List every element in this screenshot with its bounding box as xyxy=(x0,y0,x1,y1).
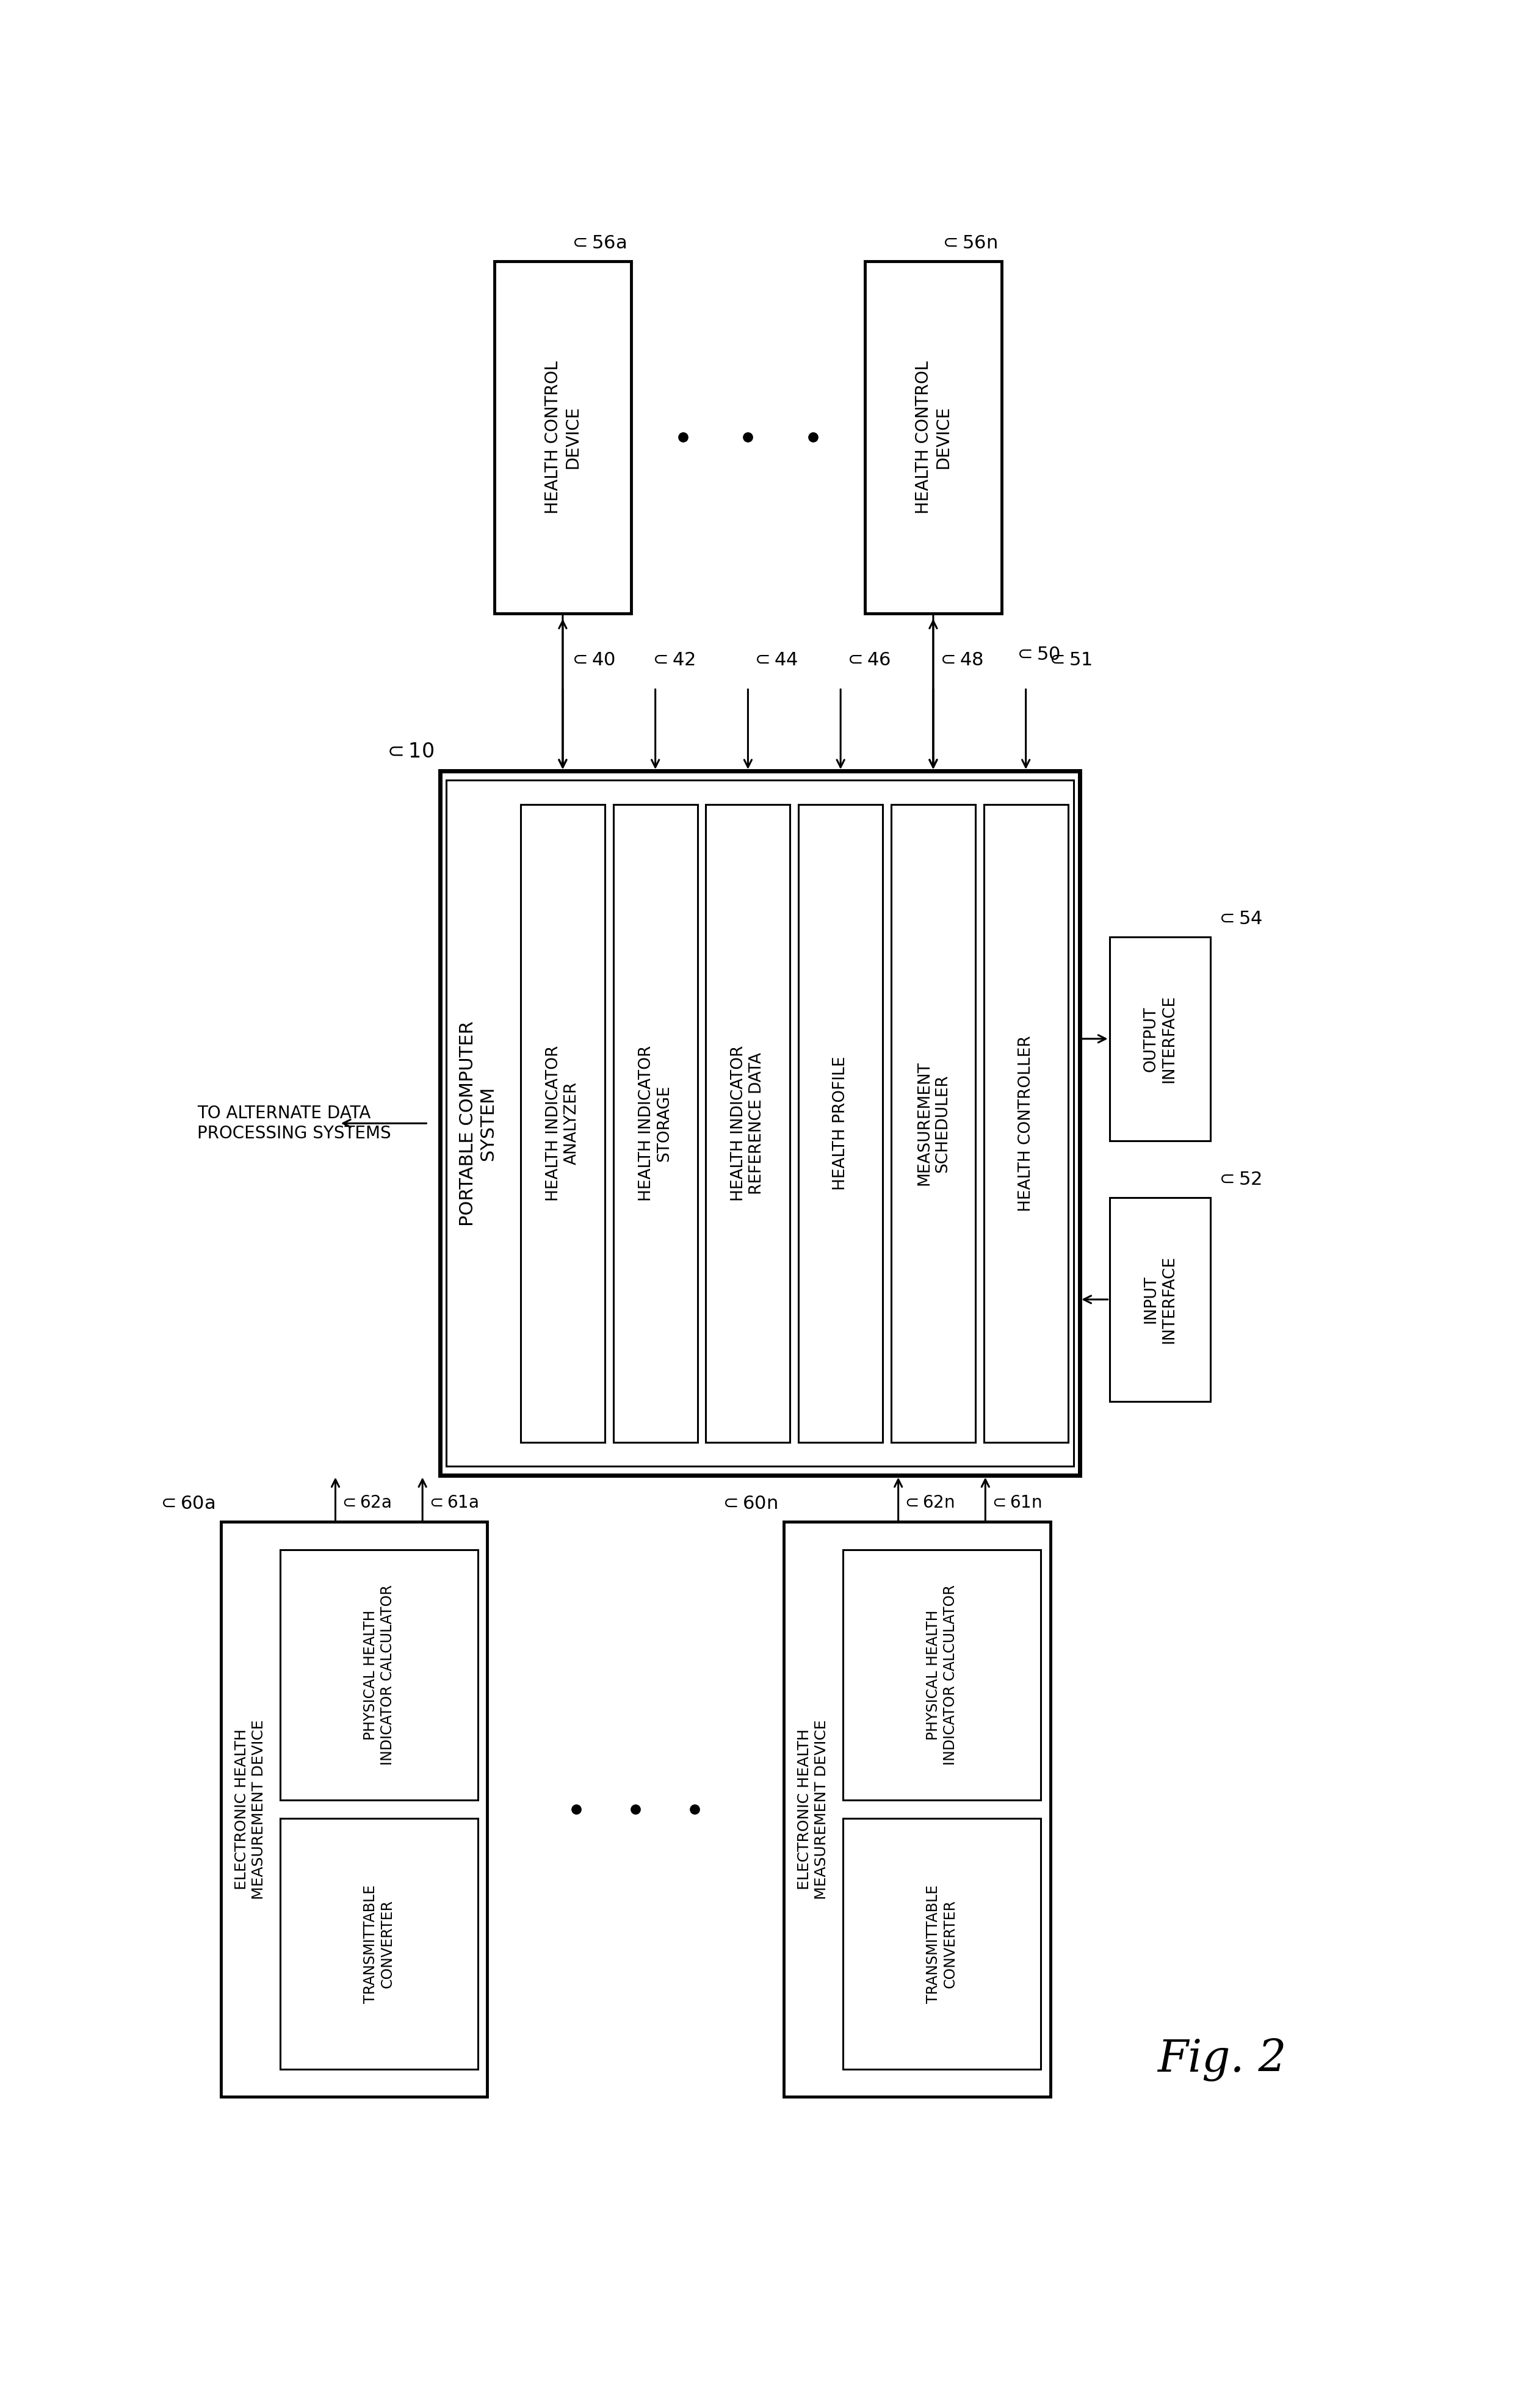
Text: HEALTH INDICATOR
STORAGE: HEALTH INDICATOR STORAGE xyxy=(638,1045,673,1202)
Text: $\mathsf{\subset}$62a: $\mathsf{\subset}$62a xyxy=(339,1493,391,1512)
Text: HEALTH INDICATOR
ANALYZER: HEALTH INDICATOR ANALYZER xyxy=(546,1045,579,1202)
Text: $\mathsf{\subset}$44: $\mathsf{\subset}$44 xyxy=(752,650,798,669)
Text: $\mathsf{\subset}$48: $\mathsf{\subset}$48 xyxy=(937,650,983,669)
Bar xyxy=(613,804,697,1442)
Bar xyxy=(842,1551,1041,1801)
Bar xyxy=(280,1818,479,2068)
Text: $\mathsf{\subset}$61n: $\mathsf{\subset}$61n xyxy=(989,1493,1041,1512)
Text: $\mathsf{\subset}$61a: $\mathsf{\subset}$61a xyxy=(427,1493,479,1512)
Bar xyxy=(520,804,605,1442)
Bar xyxy=(783,1522,1050,2097)
Text: HEALTH CONTROL
DEVICE: HEALTH CONTROL DEVICE xyxy=(544,361,581,513)
Bar xyxy=(842,1818,1041,2068)
Text: $\mathsf{\subset}$46: $\mathsf{\subset}$46 xyxy=(844,650,891,669)
Text: $\mathsf{\subset}$54: $\mathsf{\subset}$54 xyxy=(1216,910,1263,927)
Text: Fig. 2: Fig. 2 xyxy=(1157,2037,1286,2081)
Bar xyxy=(280,1551,479,1801)
Bar xyxy=(440,771,1079,1476)
Text: HEALTH CONTROL
DEVICE: HEALTH CONTROL DEVICE xyxy=(914,361,951,513)
Text: PORTABLE COMPUTER
SYSTEM: PORTABLE COMPUTER SYSTEM xyxy=(459,1021,497,1226)
Text: $\mathsf{\subset}$10: $\mathsf{\subset}$10 xyxy=(384,742,434,761)
Bar xyxy=(798,804,882,1442)
Text: TRANSMITTABLE
CONVERTER: TRANSMITTABLE CONVERTER xyxy=(927,1885,957,2003)
Bar xyxy=(446,780,1073,1466)
Text: $\mathsf{\subset}$42: $\mathsf{\subset}$42 xyxy=(650,650,696,669)
Text: $\mathsf{\subset}$40: $\mathsf{\subset}$40 xyxy=(569,650,615,669)
Text: MEASUREMENT
SCHEDULER: MEASUREMENT SCHEDULER xyxy=(916,1062,951,1185)
Bar xyxy=(706,804,790,1442)
Text: $\mathsf{\subset}$51: $\mathsf{\subset}$51 xyxy=(1046,650,1092,669)
Text: TO ALTERNATE DATA
PROCESSING SYSTEMS: TO ALTERNATE DATA PROCESSING SYSTEMS xyxy=(197,1105,391,1141)
Text: $\mathsf{\subset}$56n: $\mathsf{\subset}$56n xyxy=(939,234,997,253)
Bar xyxy=(1110,937,1211,1141)
Bar xyxy=(220,1522,488,2097)
Text: ELECTRONIC HEALTH
MEASUREMENT DEVICE: ELECTRONIC HEALTH MEASUREMENT DEVICE xyxy=(798,1719,829,1900)
Bar xyxy=(1110,1197,1211,1401)
Bar xyxy=(494,260,631,614)
Text: OUTPUT
INTERFACE: OUTPUT INTERFACE xyxy=(1142,995,1177,1084)
Text: PHYSICAL HEALTH
INDICATOR CALCULATOR: PHYSICAL HEALTH INDICATOR CALCULATOR xyxy=(927,1584,957,1765)
Text: $\mathsf{\subset}$60a: $\mathsf{\subset}$60a xyxy=(157,1495,214,1512)
Text: $\mathsf{\subset}$52: $\mathsf{\subset}$52 xyxy=(1216,1170,1261,1187)
Bar xyxy=(865,260,1001,614)
Bar xyxy=(983,804,1069,1442)
Text: $\mathsf{\subset}$50: $\mathsf{\subset}$50 xyxy=(1014,645,1061,665)
Text: TRANSMITTABLE
CONVERTER: TRANSMITTABLE CONVERTER xyxy=(362,1885,394,2003)
Text: PHYSICAL HEALTH
INDICATOR CALCULATOR: PHYSICAL HEALTH INDICATOR CALCULATOR xyxy=(362,1584,394,1765)
Text: HEALTH PROFILE: HEALTH PROFILE xyxy=(833,1057,849,1190)
Text: HEALTH INDICATOR
REFERENCE DATA: HEALTH INDICATOR REFERENCE DATA xyxy=(731,1045,764,1202)
Text: ELECTRONIC HEALTH
MEASUREMENT DEVICE: ELECTRONIC HEALTH MEASUREMENT DEVICE xyxy=(234,1719,266,1900)
Text: $\mathsf{\subset}$60n: $\mathsf{\subset}$60n xyxy=(720,1495,778,1512)
Bar xyxy=(891,804,976,1442)
Text: INPUT
INTERFACE: INPUT INTERFACE xyxy=(1142,1255,1177,1344)
Text: $\mathsf{\subset}$62n: $\mathsf{\subset}$62n xyxy=(902,1493,954,1512)
Text: $\mathsf{\subset}$56a: $\mathsf{\subset}$56a xyxy=(569,234,627,253)
Text: HEALTH CONTROLLER: HEALTH CONTROLLER xyxy=(1018,1035,1034,1211)
